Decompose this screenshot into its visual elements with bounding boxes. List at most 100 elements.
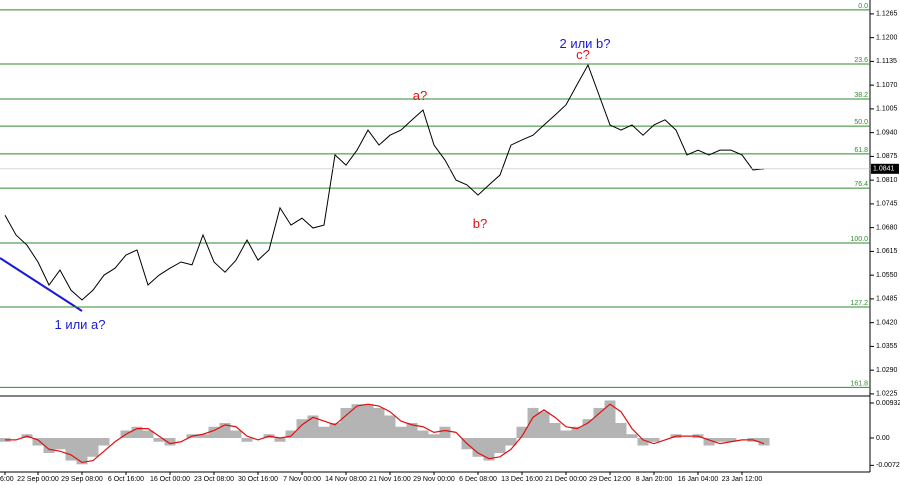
- x-tick-label: 16 Jan 04:00: [678, 476, 719, 483]
- osc-bar: [637, 438, 649, 446]
- osc-bar: [219, 422, 231, 439]
- annotation: 1 или a?: [54, 317, 105, 332]
- y-tick-label: 1.0810: [876, 177, 898, 184]
- fib-label: 23.6: [854, 57, 868, 64]
- fib-label: 50.0: [854, 119, 868, 126]
- osc-bar: [307, 415, 319, 439]
- y-tick-label: 1.1265: [876, 11, 898, 18]
- osc-bar: [164, 438, 176, 446]
- x-tick-label: 13 Dec 16:00: [501, 476, 543, 483]
- y-tick-label: 1.1005: [876, 106, 898, 113]
- osc-bar: [285, 430, 297, 439]
- x-tick-label: 14 Nov 08:00: [325, 476, 367, 483]
- x-tick-label: 6 Oct 16:00: [108, 476, 144, 483]
- osc-bar: [54, 438, 66, 450]
- osc-bar: [296, 419, 308, 439]
- osc-bar: [131, 426, 143, 439]
- y-tick-label: 1.1135: [876, 58, 897, 65]
- osc-bar: [516, 426, 528, 439]
- x-tick-label: 29 Dec 12:00: [589, 476, 631, 483]
- annotation: c?: [576, 47, 590, 62]
- osc-bar: [538, 411, 550, 439]
- osc-bar: [604, 400, 616, 439]
- osc-bar: [472, 438, 484, 457]
- fib-label: 61.8: [854, 147, 868, 154]
- y-tick-label: 1.1070: [876, 82, 898, 89]
- osc-bar: [32, 438, 44, 446]
- y-tick-label: 1.0875: [876, 153, 898, 160]
- y-tick-label: 1.0420: [876, 319, 898, 326]
- x-tick-label: 29 Sep 08:00: [61, 476, 103, 483]
- osc-bar: [494, 438, 506, 454]
- osc-bar: [406, 422, 418, 439]
- fib-label: 161.8: [850, 380, 868, 387]
- osc-bar: [98, 438, 110, 446]
- osc-bar: [417, 430, 429, 439]
- osc-y-tick-label: -0.00728: [876, 462, 900, 469]
- osc-bar: [274, 438, 286, 442]
- osc-y-tick-label: 0.00932: [876, 400, 900, 407]
- osc-bar: [428, 434, 440, 439]
- osc-bar: [43, 438, 55, 454]
- osc-y-tick-label: 0.00: [876, 435, 890, 442]
- osc-bar: [571, 426, 583, 439]
- osc-bar: [230, 430, 242, 439]
- osc-bar: [87, 438, 99, 457]
- x-tick-label: 6:00: [0, 476, 14, 483]
- y-tick-label: 1.0680: [876, 224, 898, 231]
- osc-bar: [362, 404, 374, 439]
- x-tick-label: 21 Nov 16:00: [369, 476, 411, 483]
- y-tick-label: 1.1200: [876, 34, 898, 41]
- osc-bar: [703, 438, 715, 446]
- osc-bar: [153, 438, 165, 442]
- fib-label: 76.4: [854, 181, 868, 188]
- x-tick-label: 8 Jan 20:00: [636, 476, 673, 483]
- fib-label: 127.2: [850, 300, 868, 307]
- osc-bar: [142, 430, 154, 439]
- osc-bar: [483, 438, 495, 461]
- osc-bar: [329, 422, 341, 439]
- osc-bar: [505, 438, 517, 446]
- last-price-label: 1.0841: [873, 166, 895, 173]
- y-tick-label: 1.0745: [876, 201, 898, 208]
- y-tick-label: 1.0290: [876, 367, 898, 374]
- osc-bar: [197, 434, 209, 439]
- y-tick-label: 1.0550: [876, 272, 898, 279]
- fib-label: 0.0: [858, 3, 868, 10]
- fib-label: 38.2: [854, 92, 868, 99]
- osc-signal: [5, 403, 765, 464]
- osc-bar: [340, 407, 352, 439]
- annotation: b?: [473, 216, 487, 231]
- osc-bar: [615, 422, 627, 439]
- osc-bar: [626, 434, 638, 439]
- osc-bar: [241, 438, 253, 442]
- osc-bar: [351, 404, 363, 439]
- x-tick-label: 23 Oct 08:00: [194, 476, 234, 483]
- osc-bar: [76, 438, 88, 465]
- osc-bar: [395, 426, 407, 439]
- annotation: 2 или b?: [559, 36, 610, 51]
- x-tick-label: 21 Dec 00:00: [545, 476, 587, 483]
- y-tick-label: 1.0485: [876, 296, 898, 303]
- osc-bar: [208, 426, 220, 439]
- osc-bar: [439, 426, 451, 439]
- y-tick-label: 1.0615: [876, 248, 898, 255]
- osc-bar: [758, 438, 770, 446]
- osc-bar: [527, 407, 539, 439]
- osc-bar: [593, 407, 605, 439]
- y-tick-label: 1.0355: [876, 343, 898, 350]
- x-tick-label: 30 Oct 16:00: [238, 476, 278, 483]
- osc-bar: [725, 438, 737, 442]
- osc-bar: [318, 426, 330, 439]
- y-tick-label: 1.0225: [876, 391, 898, 398]
- osc-bar: [373, 407, 385, 439]
- last-price-box: [871, 163, 899, 174]
- trend-line: [0, 257, 83, 312]
- x-tick-label: 29 Nov 00:00: [413, 476, 455, 483]
- x-tick-label: 22 Sep 00:00: [17, 476, 59, 483]
- osc-bar: [714, 438, 726, 442]
- x-tick-label: 6 Dec 08:00: [459, 476, 497, 483]
- price-line: [4, 63, 765, 301]
